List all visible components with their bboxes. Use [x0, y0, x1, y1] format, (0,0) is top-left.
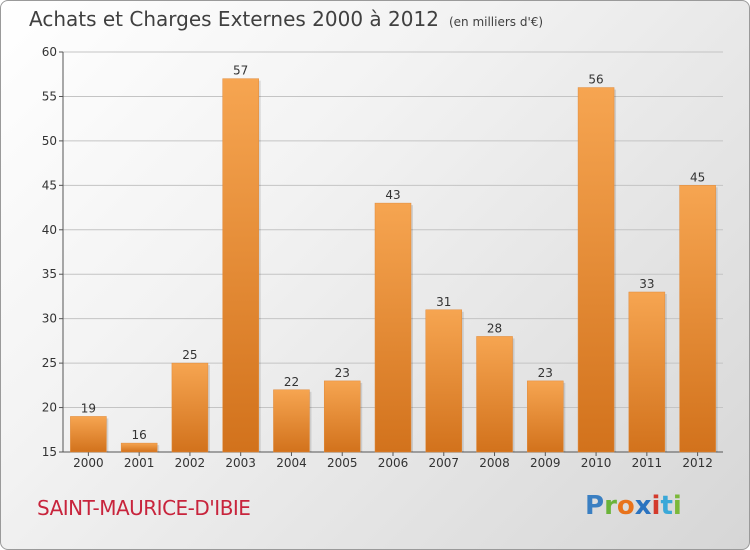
value-label-2002: 25 [182, 348, 197, 362]
value-label-2001: 16 [132, 428, 147, 442]
x-tick-label-2003: 2003 [225, 456, 256, 470]
y-tick-label: 60 [42, 45, 57, 59]
value-label-2004: 22 [284, 375, 299, 389]
value-label-2007: 31 [436, 295, 451, 309]
x-tick-label-2002: 2002 [175, 456, 206, 470]
logo-letter: x [634, 491, 652, 521]
logo-letter: P [585, 491, 605, 521]
bar-2005 [323, 380, 361, 453]
x-tick-label-2008: 2008 [479, 456, 510, 470]
bar-2009 [527, 380, 564, 453]
y-tick-label: 15 [42, 445, 57, 459]
y-tick-label: 50 [42, 134, 57, 148]
value-label-2006: 43 [385, 188, 400, 202]
value-label-2008: 28 [487, 321, 502, 335]
x-tick-label-2001: 2001 [124, 456, 155, 470]
x-tick-label-2007: 2007 [428, 456, 459, 470]
bar-2012 [679, 185, 716, 453]
bar-2001 [120, 442, 158, 453]
bar-2007 [425, 309, 463, 453]
logo-letter: i [672, 491, 682, 521]
y-tick-labels: 15 20 25 30 35 40 45 50 55 60 [42, 45, 57, 459]
logo-letter: t [660, 491, 673, 521]
bar-2000 [70, 416, 107, 453]
x-tick-labels: 2000 2001 2002 2003 2004 2005 2006 2007 2008 2009… [73, 456, 713, 470]
y-tick-label: 20 [42, 401, 57, 415]
value-label-2010: 56 [588, 73, 603, 87]
value-label-2005: 23 [335, 366, 350, 380]
chart-unit: (en milliers d'€) [448, 15, 544, 29]
value-label-2011: 33 [639, 277, 654, 291]
x-tick-label-2011: 2011 [632, 456, 663, 470]
bars [70, 78, 718, 453]
bar-2004 [273, 389, 310, 453]
value-label-2003: 57 [233, 64, 248, 78]
bar-2010 [577, 87, 615, 453]
x-tick-label-2010: 2010 [581, 456, 612, 470]
y-tick-label: 40 [42, 223, 57, 237]
bar-2006 [374, 202, 412, 453]
x-tick-label-2006: 2006 [378, 456, 409, 470]
bar-2002 [171, 362, 209, 453]
y-tick-label: 35 [42, 267, 57, 281]
y-tick-label: 30 [42, 312, 57, 326]
bar-2011 [628, 291, 666, 453]
bar-2003 [222, 78, 259, 453]
y-tick-label: 45 [42, 178, 57, 192]
chart-title: Achats et Charges Externes 2000 à 2012 (e… [29, 7, 543, 31]
x-tick-label-2000: 2000 [73, 456, 104, 470]
x-tick-label-2009: 2009 [530, 456, 561, 470]
y-tick-label: 55 [42, 89, 57, 103]
logo-letter: r [604, 491, 617, 521]
x-tick-label-2005: 2005 [327, 456, 358, 470]
y-tick-label: 25 [42, 356, 57, 370]
value-label-2000: 19 [81, 401, 96, 415]
logo-letter: o [616, 491, 635, 521]
chart-title-text: Achats et Charges Externes 2000 à 2012 [29, 7, 439, 31]
x-tick-label-2012: 2012 [682, 456, 713, 470]
logo-letter: i [651, 491, 661, 521]
commune-name: SAINT-MAURICE-D'IBIE [37, 496, 251, 520]
value-label-2012: 45 [690, 170, 705, 184]
bar-2008 [476, 336, 513, 453]
value-label-2009: 23 [538, 366, 553, 380]
value-labels: 19 16 25 57 22 23 43 31 28 23 56 33 45 [81, 64, 706, 442]
proxiti-logo: Proxiti [585, 491, 682, 521]
x-tick-label-2004: 2004 [276, 456, 307, 470]
